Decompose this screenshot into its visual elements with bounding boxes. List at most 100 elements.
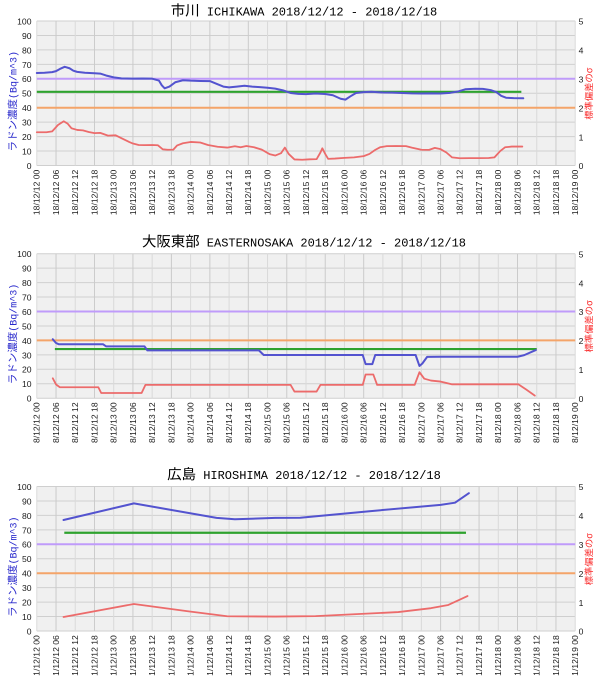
svg-text:(Bq/m^3): (Bq/m^3) <box>8 517 20 565</box>
svg-text:18/12/18 12: 18/12/18 12 <box>532 169 542 215</box>
svg-text:60: 60 <box>22 540 32 550</box>
svg-text:1/12/14 18: 1/12/14 18 <box>243 635 253 676</box>
svg-text:18/12/17 12: 18/12/17 12 <box>455 169 465 215</box>
svg-text:70: 70 <box>22 525 32 535</box>
svg-text:18/12/18 00: 18/12/18 00 <box>493 169 503 215</box>
svg-text:8/12/14 18: 8/12/14 18 <box>243 402 253 443</box>
svg-text:18/12/12 06: 18/12/12 06 <box>51 169 61 215</box>
svg-text:8/12/14 12: 8/12/14 12 <box>224 402 234 443</box>
svg-text:60: 60 <box>22 307 32 317</box>
svg-text:1/12/17 18: 1/12/17 18 <box>474 635 484 676</box>
svg-text:1/12/16 00: 1/12/16 00 <box>339 635 349 676</box>
svg-text:1: 1 <box>579 365 584 375</box>
svg-text:8/12/14 00: 8/12/14 00 <box>186 402 196 443</box>
svg-text:18/12/19 00: 18/12/19 00 <box>570 169 580 215</box>
svg-text:1/12/17 06: 1/12/17 06 <box>436 635 446 676</box>
svg-text:8/12/13 06: 8/12/13 06 <box>128 402 138 443</box>
svg-text:8/12/13 00: 8/12/13 00 <box>109 402 119 443</box>
svg-text:80: 80 <box>22 45 32 55</box>
svg-text:2: 2 <box>579 569 584 579</box>
svg-text:1/12/18 18: 1/12/18 18 <box>551 635 561 676</box>
svg-text:8/12/19 00: 8/12/19 00 <box>570 402 580 443</box>
svg-text:18/12/18 06: 18/12/18 06 <box>512 169 522 215</box>
svg-text:1/12/16 06: 1/12/16 06 <box>359 635 369 676</box>
svg-text:40: 40 <box>22 569 32 579</box>
svg-text:18/12/16 06: 18/12/16 06 <box>359 169 369 215</box>
svg-text:18/12/12 18: 18/12/12 18 <box>89 169 99 215</box>
svg-text:1/12/18 12: 1/12/18 12 <box>532 635 542 676</box>
svg-text:30: 30 <box>22 118 32 128</box>
svg-text:100: 100 <box>17 16 32 26</box>
svg-text:5: 5 <box>579 249 584 259</box>
svg-text:1/12/18 06: 1/12/18 06 <box>512 635 522 676</box>
svg-text:0: 0 <box>27 626 32 636</box>
svg-text:18/12/14 12: 18/12/14 12 <box>224 169 234 215</box>
svg-text:18/12/14 18: 18/12/14 18 <box>243 169 253 215</box>
svg-text:100: 100 <box>17 249 32 259</box>
svg-text:100: 100 <box>17 482 32 492</box>
svg-text:1/12/17 00: 1/12/17 00 <box>416 635 426 676</box>
svg-text:90: 90 <box>22 31 32 41</box>
svg-text:4: 4 <box>579 511 584 521</box>
svg-text:8/12/18 06: 8/12/18 06 <box>512 402 522 443</box>
svg-text:8/12/18 18: 8/12/18 18 <box>551 402 561 443</box>
svg-text:1/12/12 00: 1/12/12 00 <box>32 635 42 676</box>
svg-text:90: 90 <box>22 496 32 506</box>
svg-text:8/12/13 12: 8/12/13 12 <box>147 402 157 443</box>
svg-text:30: 30 <box>22 350 32 360</box>
svg-text:8/12/17 18: 8/12/17 18 <box>474 402 484 443</box>
svg-text:1/12/13 18: 1/12/13 18 <box>166 635 176 676</box>
svg-text:HIROSHIMA 2018/12/12 - 2018/12: HIROSHIMA 2018/12/12 - 2018/12/18 <box>196 469 441 483</box>
svg-text:30: 30 <box>22 583 32 593</box>
svg-text:1: 1 <box>579 132 584 142</box>
svg-text:1/12/13 00: 1/12/13 00 <box>109 635 119 676</box>
svg-text:8/12/12 12: 8/12/12 12 <box>70 402 80 443</box>
svg-text:18/12/12 00: 18/12/12 00 <box>32 169 42 215</box>
svg-text:90: 90 <box>22 264 32 274</box>
svg-text:8/12/16 06: 8/12/16 06 <box>359 402 369 443</box>
svg-text:18/12/13 06: 18/12/13 06 <box>128 169 138 215</box>
svg-text:18/12/17 00: 18/12/17 00 <box>416 169 426 215</box>
svg-text:(Bq/m^3): (Bq/m^3) <box>8 284 20 332</box>
svg-text:1/12/17 12: 1/12/17 12 <box>455 635 465 676</box>
svg-text:0: 0 <box>579 394 584 404</box>
svg-text:18/12/15 12: 18/12/15 12 <box>301 169 311 215</box>
svg-text:10: 10 <box>22 379 32 389</box>
svg-text:8/12/16 00: 8/12/16 00 <box>339 402 349 443</box>
svg-text:1/12/19 00: 1/12/19 00 <box>570 635 580 676</box>
svg-text:18/12/16 12: 18/12/16 12 <box>378 169 388 215</box>
svg-text:8/12/12 06: 8/12/12 06 <box>51 402 61 443</box>
svg-text:10: 10 <box>22 146 32 156</box>
svg-text:4: 4 <box>579 278 584 288</box>
svg-text:70: 70 <box>22 60 32 70</box>
svg-text:ICHIKAWA 2018/12/12 - 2018/12/: ICHIKAWA 2018/12/12 - 2018/12/18 <box>200 5 438 19</box>
svg-text:18/12/18 18: 18/12/18 18 <box>551 169 561 215</box>
svg-text:8/12/15 06: 8/12/15 06 <box>282 402 292 443</box>
svg-text:18/12/13 12: 18/12/13 12 <box>147 169 157 215</box>
svg-text:70: 70 <box>22 292 32 302</box>
svg-text:20: 20 <box>22 598 32 608</box>
svg-text:8/12/17 06: 8/12/17 06 <box>436 402 446 443</box>
svg-text:1/12/12 12: 1/12/12 12 <box>70 635 80 676</box>
svg-text:2: 2 <box>579 103 584 113</box>
svg-text:8/12/18 00: 8/12/18 00 <box>493 402 503 443</box>
svg-text:40: 40 <box>22 103 32 113</box>
svg-text:80: 80 <box>22 511 32 521</box>
svg-text:8/12/16 12: 8/12/16 12 <box>378 402 388 443</box>
svg-text:8/12/18 12: 8/12/18 12 <box>532 402 542 443</box>
svg-text:8/12/13 18: 8/12/13 18 <box>166 402 176 443</box>
svg-text:3: 3 <box>579 307 584 317</box>
svg-text:18/12/15 18: 18/12/15 18 <box>320 169 330 215</box>
svg-text:20: 20 <box>22 132 32 142</box>
svg-text:0: 0 <box>579 161 584 171</box>
svg-text:50: 50 <box>22 89 32 99</box>
svg-text:8/12/15 00: 8/12/15 00 <box>262 402 272 443</box>
svg-text:8/12/15 12: 8/12/15 12 <box>301 402 311 443</box>
svg-text:5: 5 <box>579 482 584 492</box>
svg-text:50: 50 <box>22 321 32 331</box>
svg-text:18/12/17 06: 18/12/17 06 <box>436 169 446 215</box>
svg-text:1/12/13 06: 1/12/13 06 <box>128 635 138 676</box>
svg-text:8/12/14 06: 8/12/14 06 <box>205 402 215 443</box>
svg-text:18/12/13 18: 18/12/13 18 <box>166 169 176 215</box>
svg-text:18/12/16 18: 18/12/16 18 <box>397 169 407 215</box>
